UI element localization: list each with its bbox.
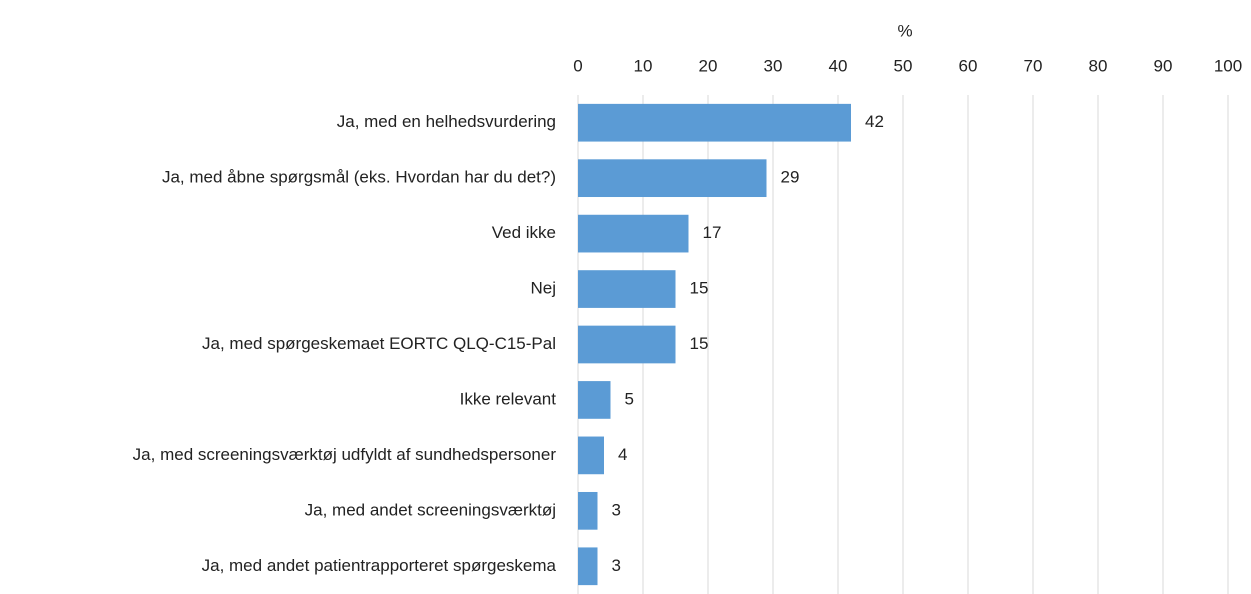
x-tick-label: 0	[573, 56, 582, 75]
x-tick-label: 70	[1024, 56, 1043, 75]
data-label: 3	[612, 500, 621, 519]
data-label: 15	[690, 279, 709, 298]
y-tick-label: Ja, med andet patientrapporteret spørges…	[202, 556, 557, 575]
bar	[578, 491, 598, 530]
x-tick-label: 50	[894, 56, 913, 75]
bar	[578, 436, 604, 475]
bar	[578, 381, 611, 419]
x-tick-label: 40	[829, 56, 848, 75]
bar	[578, 325, 676, 364]
bar	[578, 214, 689, 253]
bar	[578, 103, 851, 142]
data-label: 5	[625, 389, 634, 408]
data-label: 15	[690, 334, 709, 353]
x-tick-label: 60	[959, 56, 978, 75]
y-tick-label: Ja, med åbne spørgsmål (eks. Hvordan har…	[162, 168, 556, 187]
y-tick-label: Ja, med andet screeningsværktøj	[305, 500, 556, 519]
x-tick-label: 20	[699, 56, 718, 75]
y-tick-label: Ikke relevant	[460, 389, 557, 408]
bar	[578, 547, 598, 586]
data-label: 42	[865, 112, 884, 131]
x-tick-label: 10	[634, 56, 653, 75]
y-tick-label: Ja, med spørgeskemaet EORTC QLQ-C15-Pal	[202, 334, 556, 353]
y-tick-label: Ved ikke	[492, 223, 556, 242]
x-tick-label: 80	[1089, 56, 1108, 75]
y-tick-label: Ja, med screeningsværktøj udfyldt af sun…	[133, 445, 557, 464]
data-label: 29	[781, 168, 800, 187]
bar	[578, 159, 767, 198]
x-tick-label: 90	[1154, 56, 1173, 75]
y-tick-label: Ja, med en helhedsvurdering	[337, 112, 556, 131]
y-tick-label: Nej	[530, 279, 556, 298]
data-label: 4	[618, 445, 627, 464]
bar	[578, 270, 676, 308]
x-tick-label: 30	[764, 56, 783, 75]
data-label: 3	[612, 556, 621, 575]
x-tick-label: 100	[1214, 56, 1242, 75]
data-label: 17	[703, 223, 722, 242]
x-axis-label: %	[897, 21, 912, 40]
